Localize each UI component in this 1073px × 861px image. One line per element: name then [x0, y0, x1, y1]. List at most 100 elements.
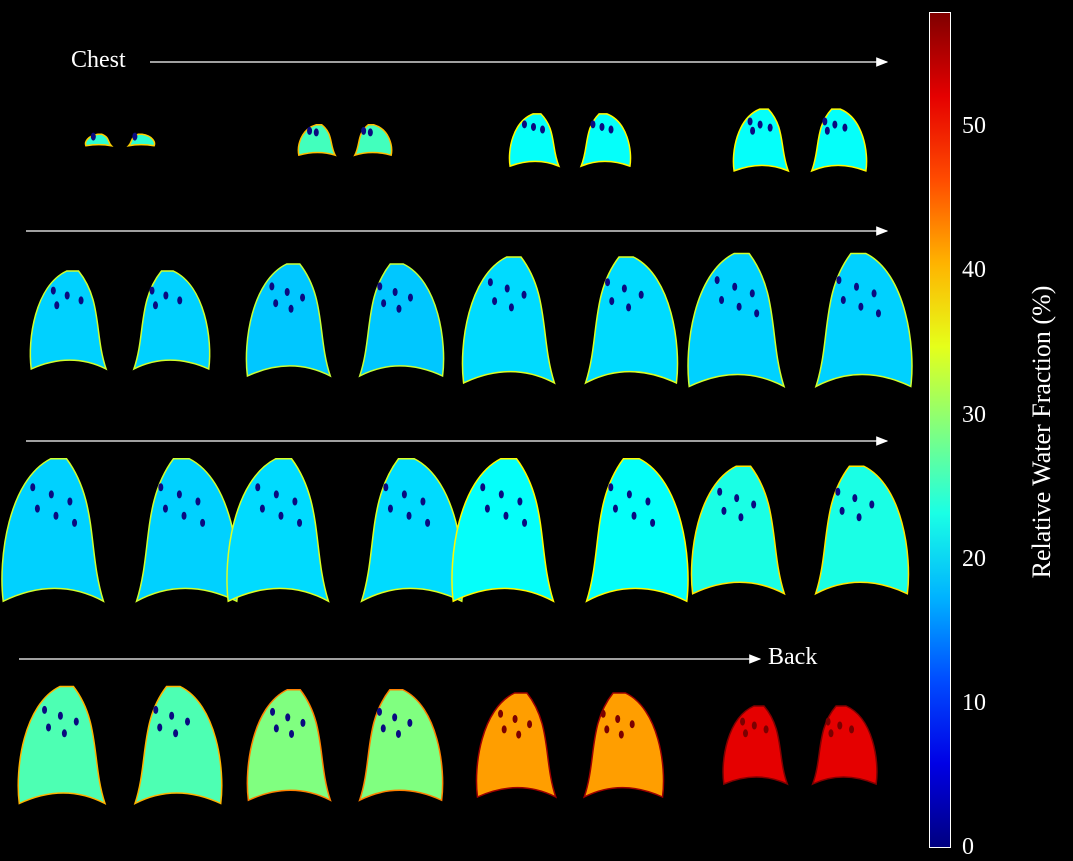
vessel-speckle — [380, 724, 386, 733]
vessel-speckle — [508, 303, 514, 312]
vessel-speckle — [608, 483, 614, 492]
vessel-speckle — [522, 518, 528, 527]
lung-slice — [358, 689, 444, 802]
vessel-speckle — [297, 518, 303, 527]
vessel-speckle — [90, 132, 96, 141]
vessel-speckle — [638, 290, 644, 299]
vessel-speckle — [255, 483, 261, 492]
lung-slice — [353, 124, 393, 157]
vessel-speckle — [618, 730, 624, 739]
vessel-speckle — [278, 511, 284, 520]
vessel-speckle — [842, 123, 848, 132]
vessel-speckle — [153, 705, 159, 714]
vessel-speckle — [738, 513, 744, 522]
vessel-speckle — [367, 128, 373, 137]
vessel-speckle — [425, 518, 431, 527]
vessel-speckle — [53, 511, 59, 520]
vessel-speckle — [512, 715, 518, 723]
vessel-speckle — [395, 729, 401, 738]
vessel-speckle — [650, 518, 656, 527]
vessel-speckle — [837, 721, 843, 730]
colorbar-tick-label: 40 — [962, 257, 986, 284]
vessel-speckle — [498, 490, 504, 499]
vessel-speckle — [177, 296, 183, 305]
lung-slice — [585, 458, 689, 603]
vessel-speckle — [645, 497, 651, 506]
lung-slice — [84, 133, 114, 147]
vessel-speckle — [50, 286, 56, 295]
lung-slice — [814, 465, 910, 596]
vessel-speckle — [840, 296, 846, 305]
lung-slice — [451, 458, 555, 603]
vessel-speckle — [383, 483, 389, 492]
vessel-speckle — [480, 483, 486, 492]
vessel-speckle — [185, 717, 191, 726]
vessel-speckle — [377, 282, 383, 291]
vessel-speckle — [750, 126, 756, 135]
vessel-speckle — [871, 289, 877, 298]
vessel-speckle — [181, 511, 187, 520]
vessel-speckle — [875, 309, 881, 318]
vessel-speckle — [30, 483, 36, 492]
vessel-speckle — [504, 284, 510, 293]
vessel-speckle — [858, 302, 864, 311]
vessel-speckle — [621, 284, 627, 293]
colorbar-tick-label: 50 — [962, 113, 986, 140]
vessel-speckle — [157, 723, 163, 732]
vessel-speckle — [869, 500, 875, 509]
vessel-speckle — [48, 490, 54, 499]
lung-slice — [17, 685, 107, 806]
vessel-speckle — [824, 126, 830, 135]
lung-slice — [360, 458, 464, 603]
lung-slices — [1, 108, 913, 806]
vessel-speckle — [169, 711, 175, 720]
lung-slice — [358, 263, 445, 378]
vessel-speckle — [609, 297, 615, 306]
vessel-speckle — [740, 717, 746, 726]
vessel-speckle — [849, 725, 855, 734]
vessel-speckle — [269, 282, 275, 291]
vessel-speckle — [61, 729, 67, 738]
vessel-speckle — [835, 487, 841, 496]
vessel-speckle — [284, 288, 290, 296]
vessel-speckle — [732, 282, 738, 291]
vessel-speckle — [605, 278, 611, 287]
vessel-speckle — [498, 709, 504, 718]
vessel-speckle — [540, 125, 546, 134]
vessel-speckle — [158, 483, 164, 492]
vessel-speckle — [64, 291, 70, 300]
colorbar-tick-label: 0 — [962, 834, 974, 860]
lung-slice — [246, 689, 332, 802]
vessel-speckle — [149, 286, 155, 295]
vessel-speckle — [376, 707, 382, 716]
vessel-speckle — [832, 120, 838, 129]
vessel-speckle — [487, 278, 493, 287]
vessel-speckle — [599, 122, 605, 131]
vessel-speckle — [749, 289, 755, 298]
vessel-speckle — [292, 497, 298, 506]
vessel-speckle — [54, 301, 60, 310]
vessel-speckle — [501, 725, 507, 734]
lung-slice — [226, 458, 330, 603]
vessel-speckle — [852, 494, 858, 503]
vessel-speckle — [825, 717, 831, 726]
vessel-speckle — [392, 713, 398, 722]
vessel-speckle — [67, 497, 73, 506]
vessel-speckle — [517, 497, 523, 506]
vessel-speckle — [163, 291, 169, 300]
lung-slice — [584, 256, 679, 385]
vessel-speckle — [590, 120, 596, 129]
vessel-speckle — [763, 725, 769, 734]
vessel-speckle — [273, 724, 279, 733]
vessel-speckle — [259, 504, 265, 513]
colorbar-tick-label: 10 — [962, 689, 986, 716]
vessel-speckle — [734, 494, 740, 503]
lung-slice — [722, 705, 789, 786]
vessel-speckle — [273, 299, 279, 308]
lung-slice — [475, 692, 558, 799]
lung-slice — [1, 458, 105, 603]
vessel-speckle — [608, 125, 614, 134]
vessel-speckle — [527, 720, 533, 729]
vessel-speckle — [200, 518, 206, 527]
